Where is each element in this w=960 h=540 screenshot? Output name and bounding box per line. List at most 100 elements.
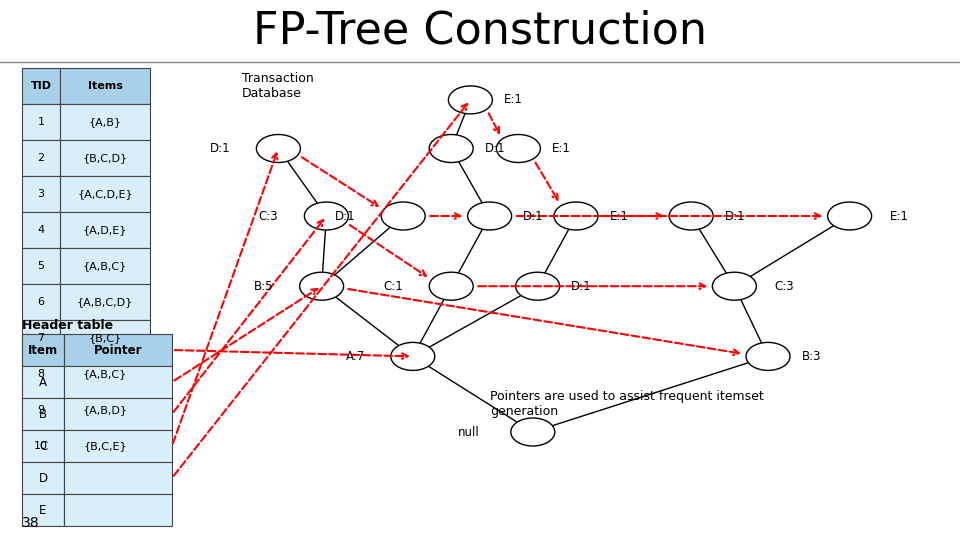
FancyBboxPatch shape — [64, 366, 172, 398]
Ellipse shape — [516, 272, 560, 300]
Text: E:1: E:1 — [552, 142, 571, 155]
Text: B:3: B:3 — [802, 350, 821, 363]
Ellipse shape — [468, 202, 512, 230]
FancyBboxPatch shape — [60, 68, 150, 104]
Ellipse shape — [256, 134, 300, 163]
Text: {A,B,C}: {A,B,C} — [83, 369, 127, 379]
FancyBboxPatch shape — [22, 428, 60, 464]
Text: D:1: D:1 — [523, 210, 543, 222]
FancyBboxPatch shape — [64, 430, 172, 462]
Text: 8: 8 — [37, 369, 44, 379]
Text: 3: 3 — [37, 189, 44, 199]
FancyBboxPatch shape — [60, 356, 150, 392]
Ellipse shape — [429, 134, 473, 163]
Ellipse shape — [304, 202, 348, 230]
Text: D:1: D:1 — [571, 280, 591, 293]
Text: A: A — [39, 375, 47, 388]
Text: D:1: D:1 — [725, 210, 745, 222]
Text: Transaction
Database: Transaction Database — [242, 72, 314, 100]
Ellipse shape — [391, 342, 435, 370]
Text: 1: 1 — [37, 117, 44, 127]
FancyBboxPatch shape — [22, 430, 64, 462]
Text: null: null — [458, 426, 480, 438]
FancyBboxPatch shape — [22, 334, 64, 366]
FancyBboxPatch shape — [22, 366, 64, 398]
Ellipse shape — [448, 86, 492, 114]
FancyBboxPatch shape — [22, 284, 60, 320]
Text: {A,B,C,D}: {A,B,C,D} — [77, 297, 133, 307]
Text: Items: Items — [87, 81, 123, 91]
FancyBboxPatch shape — [22, 462, 64, 494]
Text: {A,C,D,E}: {A,C,D,E} — [77, 189, 132, 199]
Text: {B,C,D}: {B,C,D} — [83, 153, 128, 163]
FancyBboxPatch shape — [22, 176, 60, 212]
Ellipse shape — [496, 134, 540, 163]
Text: 4: 4 — [37, 225, 44, 235]
Text: D: D — [38, 471, 48, 484]
FancyBboxPatch shape — [60, 212, 150, 248]
Ellipse shape — [300, 272, 344, 300]
Text: FP-Tree Construction: FP-Tree Construction — [253, 10, 707, 53]
Text: {A,B,D}: {A,B,D} — [83, 405, 128, 415]
FancyBboxPatch shape — [22, 248, 60, 284]
Text: D:1: D:1 — [335, 210, 355, 222]
Text: 7: 7 — [37, 333, 44, 343]
Text: Pointer: Pointer — [94, 343, 142, 356]
Ellipse shape — [712, 272, 756, 300]
Ellipse shape — [554, 202, 598, 230]
FancyBboxPatch shape — [22, 320, 60, 356]
FancyBboxPatch shape — [60, 176, 150, 212]
FancyBboxPatch shape — [60, 320, 150, 356]
Text: 5: 5 — [37, 261, 44, 271]
Text: C:1: C:1 — [383, 280, 403, 293]
Text: {B,C,E}: {B,C,E} — [84, 441, 127, 451]
FancyBboxPatch shape — [60, 140, 150, 176]
FancyBboxPatch shape — [22, 212, 60, 248]
FancyBboxPatch shape — [22, 398, 64, 430]
Text: E:1: E:1 — [610, 210, 629, 222]
Text: Pointers are used to assist frequent itemset
generation: Pointers are used to assist frequent ite… — [490, 390, 764, 418]
Text: {B,C}: {B,C} — [88, 333, 122, 343]
FancyBboxPatch shape — [22, 494, 64, 526]
Text: E:1: E:1 — [504, 93, 523, 106]
Text: {A,B,C}: {A,B,C} — [83, 261, 127, 271]
FancyBboxPatch shape — [22, 104, 60, 140]
Text: Header table: Header table — [22, 319, 113, 332]
Text: 10: 10 — [34, 441, 48, 451]
Ellipse shape — [746, 342, 790, 370]
FancyBboxPatch shape — [22, 140, 60, 176]
Text: 6: 6 — [37, 297, 44, 307]
Text: B:5: B:5 — [254, 280, 274, 293]
Text: 38: 38 — [22, 516, 39, 530]
FancyBboxPatch shape — [60, 248, 150, 284]
Text: TID: TID — [31, 81, 52, 91]
Text: C:3: C:3 — [775, 280, 794, 293]
FancyBboxPatch shape — [64, 334, 172, 366]
Text: E: E — [39, 503, 47, 516]
FancyBboxPatch shape — [64, 462, 172, 494]
Text: {A,B}: {A,B} — [88, 117, 122, 127]
Ellipse shape — [828, 202, 872, 230]
Text: B: B — [39, 408, 47, 421]
FancyBboxPatch shape — [22, 356, 60, 392]
Text: 2: 2 — [37, 153, 44, 163]
Text: C: C — [38, 440, 47, 453]
Text: C:3: C:3 — [259, 210, 278, 222]
FancyBboxPatch shape — [60, 428, 150, 464]
Text: D:1: D:1 — [210, 142, 230, 155]
Ellipse shape — [669, 202, 713, 230]
FancyBboxPatch shape — [22, 68, 60, 104]
FancyBboxPatch shape — [60, 284, 150, 320]
Text: E:1: E:1 — [890, 210, 909, 222]
Text: A:7: A:7 — [346, 350, 365, 363]
Text: D:1: D:1 — [485, 142, 505, 155]
Ellipse shape — [381, 202, 425, 230]
Text: Item: Item — [28, 343, 58, 356]
Text: 9: 9 — [37, 405, 44, 415]
FancyBboxPatch shape — [64, 494, 172, 526]
FancyBboxPatch shape — [60, 392, 150, 428]
Ellipse shape — [511, 418, 555, 446]
FancyBboxPatch shape — [22, 392, 60, 428]
FancyBboxPatch shape — [60, 104, 150, 140]
FancyBboxPatch shape — [64, 398, 172, 430]
